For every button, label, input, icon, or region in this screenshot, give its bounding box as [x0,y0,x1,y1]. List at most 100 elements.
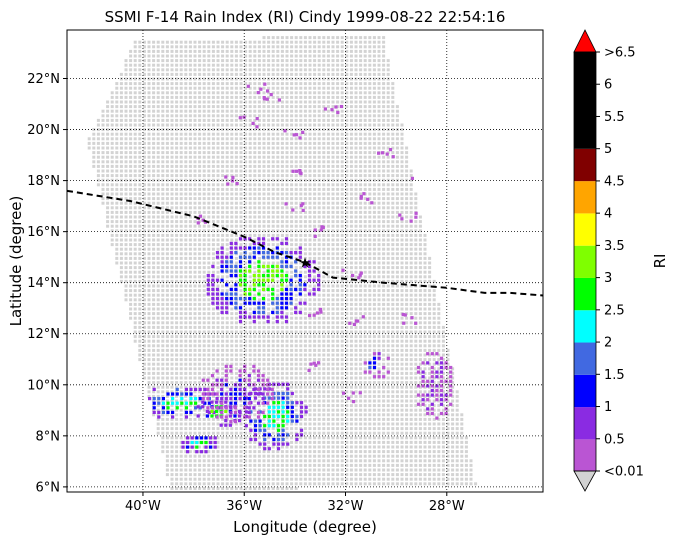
swath-pixel [363,298,367,302]
swath-pixel [349,82,353,86]
swath-pixel [175,100,179,104]
swath-pixel [336,174,340,178]
swath-pixel [405,316,409,320]
swath-pixel [271,160,275,164]
swath-pixel [138,123,142,127]
swath-pixel [193,137,197,141]
swath-pixel [280,256,284,260]
swath-pixel [354,233,358,237]
swath-pixel [386,224,390,228]
swath-pixel [326,266,330,270]
swath-pixel [152,63,156,67]
swath-pixel [244,49,248,53]
swath-pixel [290,233,294,237]
swath-pixel [377,362,381,366]
swath-pixel [165,40,169,44]
swath-pixel [303,312,307,316]
swath-pixel [184,215,188,219]
swath-pixel [161,137,165,141]
swath-pixel [119,215,123,219]
swath-pixel [271,335,275,339]
swath-pixel [129,279,133,283]
swath-pixel [349,381,353,385]
swath-pixel [221,210,225,214]
swath-pixel [133,270,137,274]
swath-pixel [179,348,183,352]
swath-pixel [336,187,340,191]
swath-pixel [119,114,123,118]
swath-pixel [202,137,206,141]
swath-pixel [156,376,160,380]
swath-pixel [409,206,413,210]
swath-pixel [262,215,266,219]
swath-pixel [230,348,234,352]
swath-pixel [179,289,183,293]
swath-pixel [198,155,202,159]
swath-pixel [382,243,386,247]
swath-pixel [142,367,146,371]
swath-pixel [345,146,349,150]
swath-pixel [405,224,409,228]
swath-pixel [290,371,294,375]
swath-pixel [147,68,151,72]
swath-pixel [193,321,197,325]
swath-pixel [198,362,202,366]
swath-pixel [257,220,261,224]
swath-pixel [372,141,376,145]
swath-pixel [317,210,321,214]
swath-pixel [225,123,229,127]
swath-pixel [129,123,133,127]
swath-pixel [225,82,229,86]
swath-pixel [152,105,156,109]
swath-pixel [152,49,156,53]
swath-pixel [138,141,142,145]
swath-pixel [188,109,192,113]
swath-pixel [290,146,294,150]
swath-pixel [409,201,413,205]
swath-pixel [193,330,197,334]
swath-pixel [257,325,261,329]
swath-pixel [299,192,303,196]
swath-pixel [216,215,220,219]
swath-pixel [382,54,386,58]
swath-pixel [340,141,344,145]
swath-pixel [202,100,206,104]
swath-pixel [405,146,409,150]
swath-pixel [152,344,156,348]
swath-pixel [198,312,202,316]
swath-pixel [225,151,229,155]
swath-pixel [271,206,275,210]
swath-pixel [110,243,114,247]
swath-pixel [147,307,151,311]
swath-pixel [377,210,381,214]
swath-pixel [198,174,202,178]
swath-pixel [331,128,335,132]
swath-pixel [216,86,220,90]
swath-pixel [129,215,133,219]
swath-pixel [175,164,179,168]
swath-pixel [271,358,275,362]
swath-pixel [271,201,275,205]
swath-pixel [276,183,280,187]
swath-pixel [198,68,202,72]
swath-pixel [142,275,146,279]
swath-pixel [170,54,174,58]
swath-pixel [202,358,206,362]
swath-pixel [359,128,363,132]
swath-pixel [382,353,386,357]
swath-pixel [198,238,202,242]
swath-pixel [386,141,390,145]
swath-pixel [184,339,188,343]
swath-pixel [354,59,358,63]
swath-pixel [290,36,294,40]
swath-pixel [175,312,179,316]
swath-pixel [317,100,321,104]
swath-pixel [198,192,202,196]
swath-pixel [119,105,123,109]
swath-pixel [322,339,326,343]
swath-pixel [138,229,142,233]
swath-pixel [276,169,280,173]
swath-pixel [382,247,386,251]
swath-pixel [184,224,188,228]
